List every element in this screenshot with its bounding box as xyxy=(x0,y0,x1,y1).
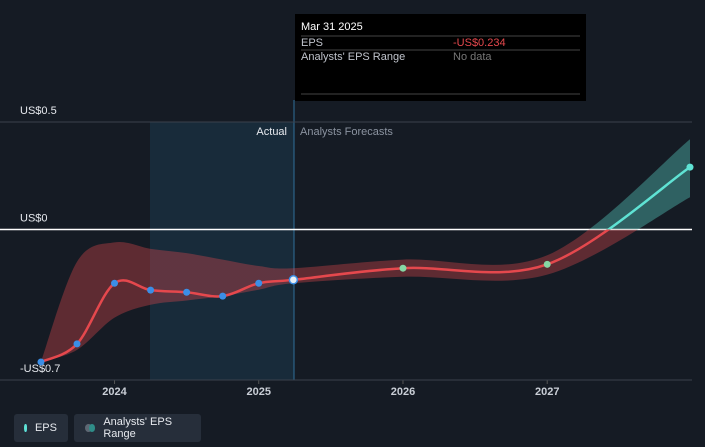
legend-label: Analysts' EPS Range xyxy=(103,416,173,440)
tooltip-label: EPS xyxy=(301,37,323,49)
y-tick-label: US$0.5 xyxy=(20,105,57,117)
forecast-label: Analysts Forecasts xyxy=(300,126,393,138)
eps-point xyxy=(219,292,227,300)
eps-point xyxy=(111,279,119,287)
eps-point xyxy=(183,288,191,296)
eps-line xyxy=(40,166,691,364)
eps-point xyxy=(543,260,551,268)
legend-swatch xyxy=(85,424,92,432)
tooltip-value: No data xyxy=(453,51,492,63)
legend-swatch xyxy=(24,424,27,432)
legend-label: EPS xyxy=(34,422,57,434)
tooltip-date: Mar 31 2025 xyxy=(301,21,363,33)
x-tick-label: 2025 xyxy=(247,386,271,398)
x-tick-label: 2024 xyxy=(102,386,127,398)
eps-point xyxy=(399,264,407,272)
eps-point xyxy=(686,163,694,171)
legend-swatch xyxy=(88,424,96,432)
x-tick-label: 2026 xyxy=(391,386,415,398)
tooltip-box xyxy=(295,14,586,101)
eps-point xyxy=(147,286,155,294)
eps-point xyxy=(255,279,263,287)
actual-label: Actual xyxy=(256,126,287,138)
legend-item[interactable]: EPS xyxy=(14,414,68,442)
tooltip-value: -US$0.234 xyxy=(453,37,506,49)
eps-range-band xyxy=(40,139,690,362)
past-year-highlight xyxy=(150,122,294,380)
x-tick-label: 2027 xyxy=(535,386,559,398)
y-tick-label: -US$0.7 xyxy=(20,363,60,375)
y-tick-label: US$0 xyxy=(20,212,48,224)
tooltip-label: Analysts' EPS Range xyxy=(301,51,405,63)
tooltip: Mar 31 2025 EPS -US$0.234 Analysts' EPS … xyxy=(295,14,586,101)
eps-point xyxy=(73,340,81,348)
legend-item[interactable]: Analysts' EPS Range xyxy=(74,414,201,442)
eps-point xyxy=(37,358,45,366)
eps-point xyxy=(288,275,299,285)
